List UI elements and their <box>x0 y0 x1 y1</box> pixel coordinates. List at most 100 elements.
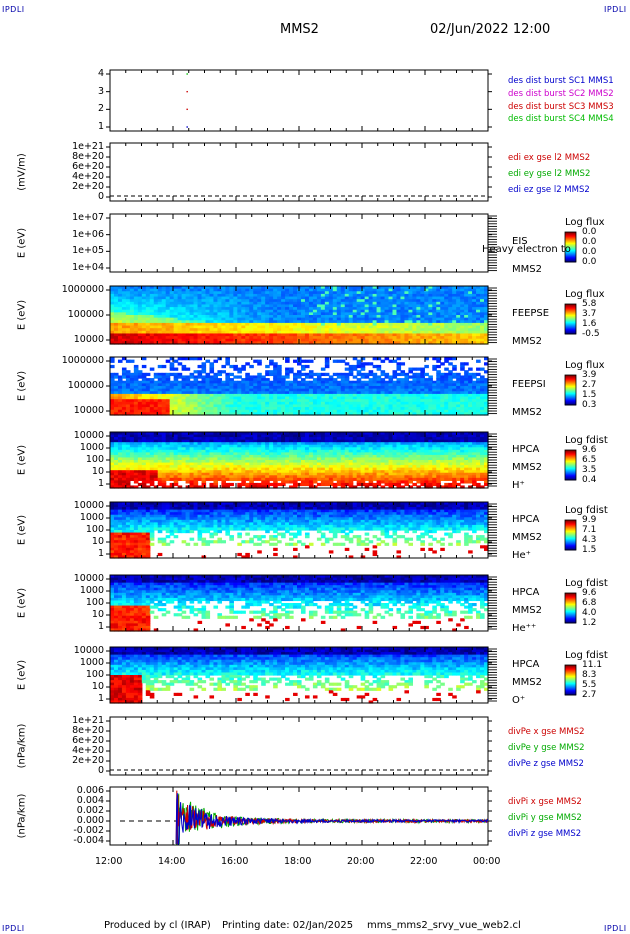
panel-divpi-frame <box>109 786 489 846</box>
panel-burst-legend-entry: des dist burst SC4 MMS4 <box>508 114 614 125</box>
panel-hpca_he-spectrogram <box>110 502 489 559</box>
panel-divpe-ytick: 2e+20 <box>72 755 104 766</box>
panel-eis-ytick: 1e+04 <box>72 262 104 273</box>
panel-feepsi-ytick: 1000000 <box>61 355 104 366</box>
panel-hpca_o-colorbar-tick: 5.5 <box>582 680 597 690</box>
x-tick-label: 20:00 <box>347 856 375 867</box>
panel-edi-frame <box>109 142 489 202</box>
panel-burst-ytick: 4 <box>97 68 104 79</box>
footer-filename: mms_mms2_srvy_vue_web2.cl <box>367 920 521 931</box>
panel-feepse-colorbar-label: Log flux <box>565 289 605 300</box>
panel-divpe-legend-entry: divPe y gse MMS2 <box>508 743 585 753</box>
panel-hpca_o-colorbar <box>564 664 577 696</box>
panel-hpca_o-colorbar-label: Log fdist <box>565 650 608 661</box>
x-tick-label: 18:00 <box>284 856 312 867</box>
panel-hpca_he-colorbar-tick: 7.1 <box>582 525 597 535</box>
panel-hpca_hepp-colorbar-tick: 6.8 <box>582 598 597 608</box>
panel-eis-colorbar-tick: 0.0 <box>582 237 597 247</box>
panel-hpca_he-colorbar-tick: 9.9 <box>582 515 597 525</box>
panel-hpca_o-colorbar-tick: 2.7 <box>582 690 597 700</box>
panel-edi-ytick: 6e+20 <box>72 161 104 172</box>
panel-hpca_h-colorbar-tick: 0.4 <box>582 475 597 485</box>
panel-hpca_h-colorbar-label: Log fdist <box>565 435 608 446</box>
panel-feepsi-colorbar-tick: 2.7 <box>582 380 597 390</box>
panel-hpca_o-side-label: MMS2 <box>512 677 542 688</box>
panel-divpe-ytick: 4e+20 <box>72 745 104 756</box>
panel-feepse-colorbar-tick: 3.7 <box>582 309 597 319</box>
panel-feepse-colorbar-tick: 5.8 <box>582 299 597 309</box>
panel-hpca_he-ytick: 100 <box>85 524 104 535</box>
x-tick-label: 12:00 <box>95 856 123 867</box>
panel-hpca_h-side-label: MMS2 <box>512 462 542 473</box>
panel-divpi-legend-entry: divPi x gse MMS2 <box>508 797 582 807</box>
panel-burst-burst-point <box>186 73 188 75</box>
panel-eis-colorbar-tick: 0.0 <box>582 257 597 267</box>
panel-feepsi-spectrogram <box>110 357 489 416</box>
panel-feepse-side-label: FEEPSE <box>512 308 550 319</box>
panel-hpca_hepp-colorbar-tick: 1.2 <box>582 618 597 628</box>
x-tick-label: 16:00 <box>221 856 249 867</box>
panel-eis-ytick: 1e+07 <box>72 212 104 223</box>
panel-divpi-ytick: 0.004 <box>76 795 104 806</box>
panel-eis-colorbar-tick: 0.0 <box>582 247 597 257</box>
panel-divpi-legend-entry: divPi y gse MMS2 <box>508 813 582 823</box>
panel-hpca_h-ytick: 10000 <box>73 430 104 441</box>
panel-eis-ytick: 1e+06 <box>72 228 104 240</box>
panel-hpca_o-spectrogram <box>110 647 489 704</box>
panel-divpe-ytick: 1e+21 <box>72 715 104 726</box>
panel-burst-legend-entry: des dist burst SC3 MMS3 <box>508 101 614 112</box>
panel-hpca_hepp-ytick: 10000 <box>73 573 104 584</box>
panel-feepsi-side-label: MMS2 <box>512 407 542 418</box>
panel-hpca_h-ytick: 10 <box>91 466 104 477</box>
panel-burst-burst-point <box>186 126 188 128</box>
panel-hpca_o-ytick: 1000 <box>79 657 104 668</box>
panel-feepse-side-label: MMS2 <box>512 336 542 347</box>
x-tick-label: 22:00 <box>410 856 438 867</box>
corner-mark-br: IPDLI <box>604 924 627 933</box>
panel-hpca_o-side-label: HPCA <box>512 659 540 670</box>
panel-feepsi-ytick: 10000 <box>73 405 104 416</box>
panel-divpe-ytick: 6e+20 <box>72 735 104 746</box>
spacecraft-title: MMS2 <box>280 22 319 37</box>
panel-hpca_hepp-side-label: MMS2 <box>512 605 542 616</box>
panel-burst-legend-entry: des dist burst SC2 MMS2 <box>508 88 614 99</box>
footer-producer: Produced by cl (IRAP) <box>104 920 211 931</box>
panel-edi-legend-entry: edi ey gse l2 MMS2 <box>508 169 591 179</box>
x-tick-label: 14:00 <box>158 856 186 867</box>
panel-eis-colorbar-label: Log flux <box>565 217 605 228</box>
panel-hpca_he-colorbar <box>564 519 577 551</box>
panel-eis-ytick: 1e+05 <box>72 245 104 257</box>
panel-hpca_hepp-side-label: HPCA <box>512 587 540 598</box>
panel-hpca_h-ytick: 1 <box>97 478 104 489</box>
panel-feepse-spectrogram <box>110 286 489 345</box>
panel-hpca_o-ytick: 1 <box>97 693 104 704</box>
panel-divpe-ytick: 0 <box>97 765 104 776</box>
panel-hpca_hepp-colorbar-tick: 4.0 <box>582 608 597 618</box>
corner-mark-bl: IPDLI <box>2 924 25 933</box>
panel-hpca_he-side-label: HPCA <box>512 514 540 525</box>
panel-hpca_h-colorbar-tick: 9.6 <box>582 445 597 455</box>
panel-hpca_hepp-colorbar-label: Log fdist <box>565 578 608 589</box>
footer-printing-date: Printing date: 02/Jan/2025 <box>222 920 354 931</box>
panel-edi-ytick: 4e+20 <box>72 171 104 182</box>
panel-hpca_he-ylabel: E (eV) <box>16 514 28 546</box>
panel-hpca_h-spectrogram <box>110 432 489 489</box>
panel-feepsi-colorbar-tick: 1.5 <box>582 390 597 400</box>
panel-hpca_h-colorbar-tick: 3.5 <box>582 465 597 475</box>
panel-hpca_h-side-label: HPCA <box>512 444 540 455</box>
panel-hpca_o-ytick: 100 <box>85 669 104 680</box>
panel-burst-ytick: 3 <box>97 85 104 97</box>
corner-mark-tr: IPDLI <box>604 5 627 14</box>
panel-burst-ytick: 1 <box>97 121 104 132</box>
panel-hpca_o-ytick: 10000 <box>73 645 104 656</box>
panel-hpca_o-ytick: 10 <box>91 681 104 692</box>
panel-hpca_he-ytick: 10 <box>91 536 104 547</box>
panel-hpca_hepp-ytick: 1 <box>97 621 104 632</box>
panel-hpca_hepp-colorbar <box>564 592 577 624</box>
x-tick-label: 00:00 <box>473 856 501 867</box>
panel-divpi-ytick: 0.000 <box>76 815 104 826</box>
panel-edi-legend-entry: edi ez gse l2 MMS2 <box>508 185 590 195</box>
panel-feepse-ytick: 10000 <box>73 334 104 345</box>
panel-edi-ylabel: (mV/m) <box>16 153 28 191</box>
panel-hpca_he-colorbar-tick: 4.3 <box>582 535 597 545</box>
